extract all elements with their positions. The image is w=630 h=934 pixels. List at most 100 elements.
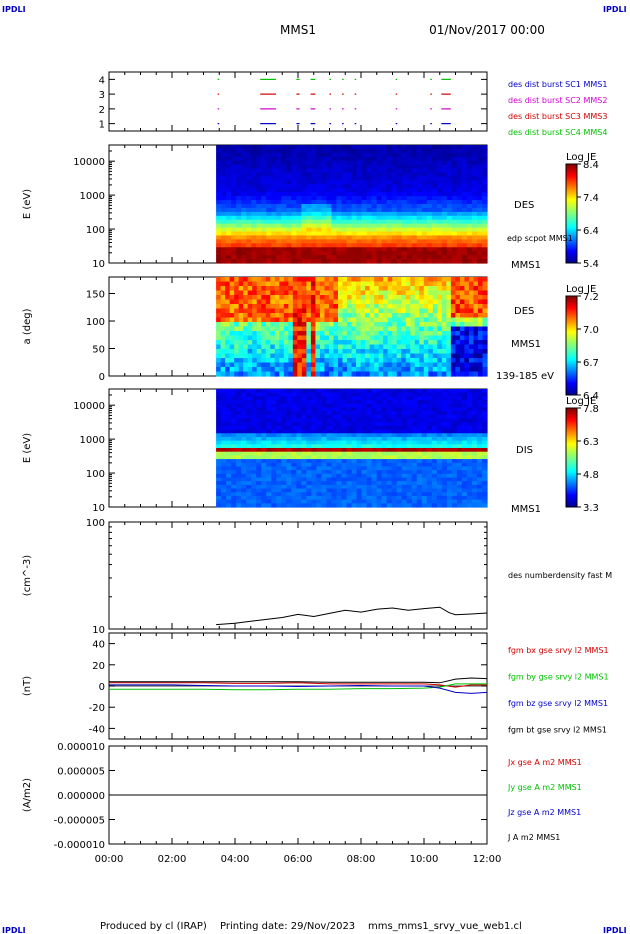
heatmap-cell [331, 444, 338, 449]
heatmap-cell [466, 184, 473, 189]
heatmap-cell [369, 326, 375, 332]
heatmap-cell [221, 473, 227, 479]
heatmap-cell [326, 148, 333, 154]
heatmap-cell [455, 362, 461, 368]
heatmap-cell [229, 340, 235, 346]
heatmap-cell [432, 326, 438, 332]
heatmap-cell [306, 299, 312, 305]
heatmap-cell [369, 299, 375, 305]
heatmap-cell [229, 308, 235, 314]
heatmap-cell [446, 473, 453, 479]
heatmap-cell [477, 358, 484, 364]
heatmap-cell [455, 335, 461, 341]
heatmap-cell [366, 451, 373, 456]
heatmap-cell [360, 358, 366, 364]
heatmap-cell [383, 290, 389, 296]
heatmap-cell [383, 322, 389, 328]
heatmap-cell [331, 152, 338, 158]
heatmap-cell [416, 436, 423, 442]
heatmap-cell [271, 407, 277, 412]
heatmap-cell [374, 326, 380, 332]
heatmap-cell [471, 148, 478, 154]
heatmap-cell [247, 353, 253, 359]
heatmap-cell [446, 335, 452, 341]
heatmap-cell [451, 466, 458, 471]
heatmap-cell [391, 160, 398, 166]
heatmap-cell [356, 462, 363, 468]
heatmap-cell [456, 459, 463, 464]
heatmap-cell [446, 349, 452, 355]
heatmap-cell [261, 168, 267, 174]
heatmap-cell [441, 340, 447, 346]
heatmap-cell [301, 308, 307, 314]
heatmap-cell [286, 164, 292, 170]
heatmap-cell [341, 207, 348, 213]
heatmap-cell [369, 286, 375, 292]
heatmap-cell [306, 455, 313, 460]
heatmap-cell [459, 308, 466, 314]
heatmap-cell [216, 407, 222, 412]
heatmap-cell [336, 466, 343, 471]
heatmap-cell [401, 207, 408, 213]
heatmap-cell [441, 411, 448, 416]
heatmap-cell [468, 295, 475, 301]
heatmap-cell [436, 200, 443, 205]
heatmap-cell [446, 207, 453, 213]
heatmap-cell [366, 243, 373, 248]
heatmap-cell [331, 172, 338, 178]
heatmap-cell [356, 145, 363, 150]
heatmap-cell [221, 184, 227, 189]
heatmap-cell [251, 477, 257, 482]
heatmap-cell [371, 235, 378, 240]
heatmap-cell [265, 299, 271, 305]
heatmap-cell [271, 414, 277, 420]
heatmap-cell [381, 470, 388, 475]
heatmap-cell [216, 433, 222, 438]
heatmap-cell [386, 400, 393, 405]
heatmap-cell [471, 196, 478, 201]
heatmap-cell [261, 371, 267, 377]
heatmap-cell [441, 188, 448, 193]
heatmap-cell [216, 492, 222, 497]
heatmap-cell [283, 304, 289, 310]
heatmap-cell [336, 255, 343, 260]
heatmap-cell [428, 349, 434, 355]
heatmap-cell [441, 481, 448, 486]
heatmap-cell [274, 358, 280, 364]
heatmap-cell [306, 403, 313, 409]
heatmap-cell [279, 317, 285, 323]
heatmap-cell [386, 223, 393, 229]
heatmap-cell [326, 436, 333, 442]
heatmap-cell [225, 299, 231, 305]
heatmap-cell [461, 211, 468, 217]
heatmap-cell [276, 448, 282, 453]
heatmap-cell [281, 436, 287, 442]
heatmap-cell [338, 322, 344, 328]
heatmap-cell [238, 349, 244, 355]
heatmap-cell [321, 227, 328, 233]
heatmap-cell [315, 304, 321, 310]
heatmap-cell [459, 313, 466, 319]
heatmap-cell [231, 481, 237, 486]
heatmap-cell [419, 295, 425, 301]
heatmap-cell [321, 466, 328, 471]
heatmap-cell [328, 335, 335, 341]
heatmap-cell [315, 344, 321, 350]
heatmap-cell [437, 371, 443, 377]
heatmap-cell [441, 470, 448, 475]
heatmap-cell [396, 295, 402, 301]
heatmap-cell [266, 459, 272, 464]
heatmap-cell [406, 259, 413, 264]
heatmap-cell [456, 148, 463, 154]
heatmap-cell [236, 211, 242, 217]
heatmap-cell [426, 172, 433, 178]
heatmap-cell [297, 349, 303, 355]
heatmap-cell [421, 176, 428, 181]
heatmap-cell [291, 231, 297, 237]
heatmap-cell [301, 215, 307, 221]
heatmap-cell [461, 192, 468, 197]
heatmap-cell [441, 499, 448, 504]
heatmap-cell [336, 188, 343, 193]
heatmap-cell [371, 448, 378, 453]
